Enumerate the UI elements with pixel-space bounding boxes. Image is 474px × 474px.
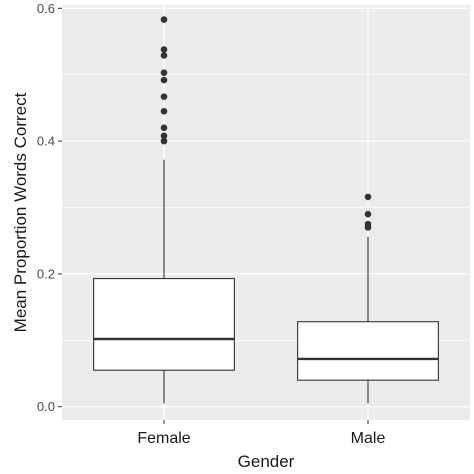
y-tick-label: 0.6 xyxy=(37,1,55,16)
boxes xyxy=(93,16,439,404)
iqr-box xyxy=(93,278,235,371)
outlier-point xyxy=(160,52,168,59)
outlier-point xyxy=(160,69,168,77)
box-female xyxy=(93,16,235,404)
outlier-point xyxy=(364,210,372,218)
x-axis-title: Gender xyxy=(238,452,295,471)
outlier-point xyxy=(160,107,168,115)
y-tick-label: 0.2 xyxy=(37,266,55,281)
x-tick-label: Female xyxy=(137,430,190,447)
x-tick-label: Male xyxy=(351,430,386,447)
outlier-point xyxy=(160,124,168,132)
outlier-point xyxy=(160,137,168,145)
outlier-point xyxy=(160,76,168,84)
outlier-point xyxy=(364,193,372,201)
box-male xyxy=(297,193,439,404)
y-axis-title: Mean Proportion Words Correct xyxy=(11,92,30,332)
x-axis: Female Male xyxy=(137,420,385,447)
outlier-point xyxy=(160,93,168,100)
y-tick-label: 0.4 xyxy=(37,134,55,149)
outlier-point xyxy=(160,16,168,23)
y-tick-label: 0.0 xyxy=(37,399,55,414)
outlier-point xyxy=(160,46,168,53)
iqr-box xyxy=(297,321,439,381)
outlier-point xyxy=(160,132,168,140)
y-axis: 0.0 0.2 0.4 0.6 xyxy=(37,1,62,414)
outlier-point xyxy=(364,220,372,228)
